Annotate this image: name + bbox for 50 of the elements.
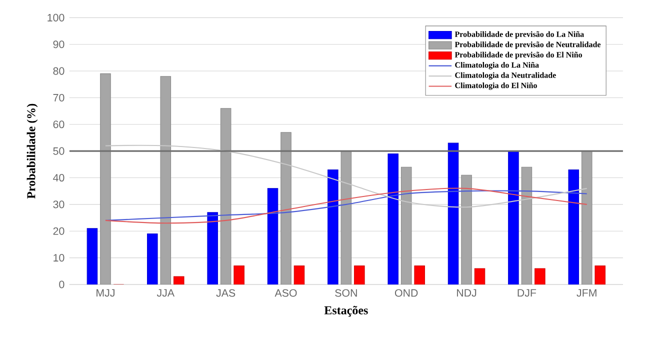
y-tick-label: 90 [53,40,64,48]
y-tick-label: 50 [53,147,64,155]
bar [521,166,532,284]
legend-label: Climatologia do La Niña [455,62,539,70]
y-tick-label: 30 [53,200,64,208]
bar [581,150,592,284]
x-tick-label: OND [394,289,418,297]
bar [86,228,98,284]
bar [388,153,398,284]
x-tick-label: NDJ [457,289,476,297]
bar [414,265,425,284]
y-tick-label: 0 [59,280,64,288]
legend-label: Probabilidade de previsão de Neutralidade [454,41,601,49]
x-tick-label: JJA [156,289,175,297]
bar [267,188,278,284]
y-tick-label: 100 [48,14,64,22]
x-tick-label: JAS [216,289,236,297]
bar [594,265,606,284]
bar [328,169,338,284]
legend-label: Climatologia da Neutralidade [455,72,556,80]
legend-label: Probabilidade de previsão do El Niño [454,52,582,59]
x-tick-label: JFM [576,289,596,297]
x-tick-label: DJF [518,289,536,297]
x-axis-title: Estações [324,306,368,317]
bar [294,265,305,284]
y-tick-label: 60 [53,120,64,128]
bar [220,108,232,284]
bar [160,76,172,284]
y-tick-label: 40 [53,174,64,182]
y-tick-label: 70 [53,94,64,102]
legend-label: Probabilidade de previsão do La Niña [454,31,584,38]
bar [234,265,244,284]
x-tick-label: MJJ [96,289,114,297]
x-tick-label: ASO [274,289,297,297]
bar [400,166,412,284]
bar [568,169,580,284]
y-tick-label: 80 [53,67,64,75]
bar [354,265,365,284]
y-tick-label: 20 [53,227,64,235]
x-tick-label: SON [335,289,357,297]
bar [100,73,111,284]
bar [340,150,352,284]
line-series [104,144,588,208]
y-tick-label: 10 [54,254,64,262]
legend-label: Climatologia do El Niño [455,82,537,90]
bar [508,150,519,284]
bar [280,132,292,284]
bar [461,174,472,284]
bar [147,233,158,284]
y-axis-title: Probabilidade (%) [26,104,38,199]
